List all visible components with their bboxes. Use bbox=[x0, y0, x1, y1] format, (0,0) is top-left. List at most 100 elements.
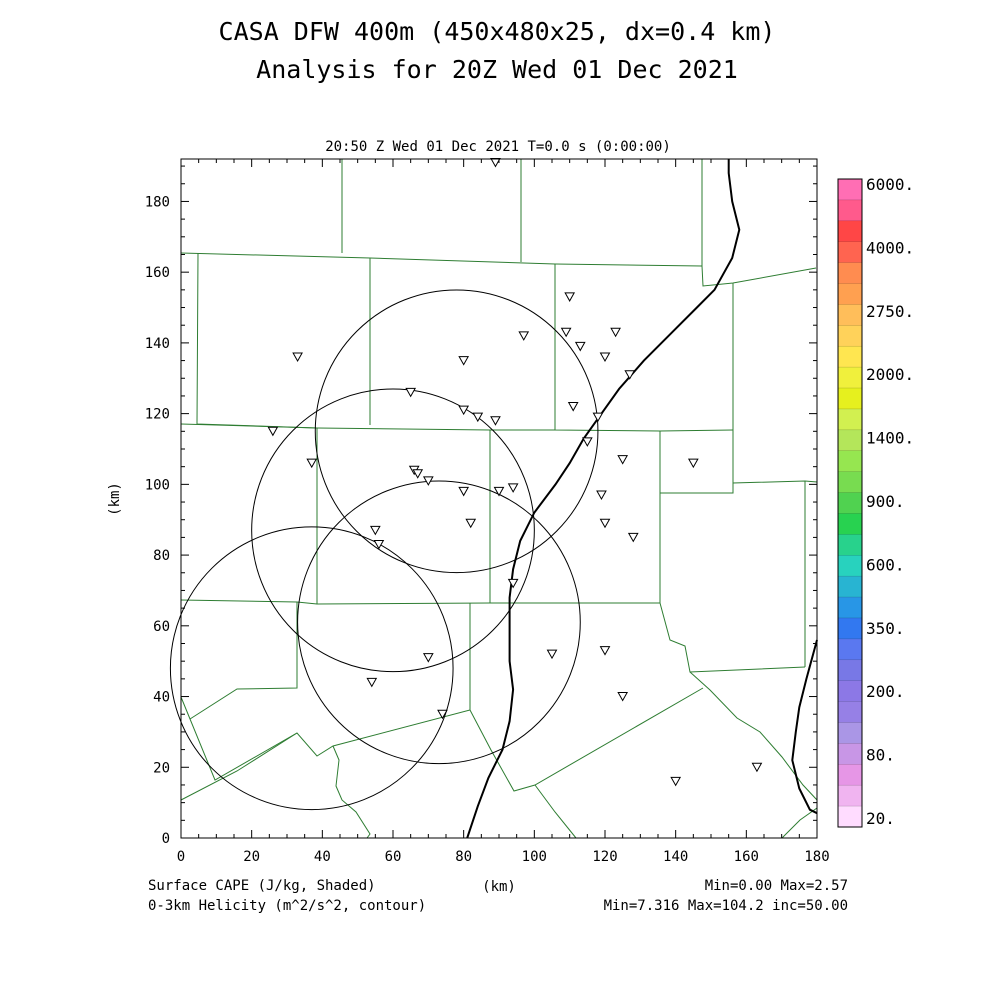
y-tick-label: 60 bbox=[153, 619, 170, 635]
colorbar-labels: 6000. 4000. 2750. 2000. 1400. 900. 600. 350. 200… bbox=[866, 175, 914, 828]
colorbar-swatch bbox=[838, 534, 862, 556]
footer-cape-label: Surface CAPE (J/kg, Shaded) bbox=[148, 878, 376, 894]
y-tick-label: 0 bbox=[162, 831, 170, 847]
station-marker bbox=[592, 412, 604, 423]
station-marker bbox=[306, 458, 318, 469]
station-marker bbox=[599, 646, 611, 656]
y-tick-label: 180 bbox=[145, 194, 170, 210]
colorbar-label: 2000. bbox=[866, 365, 914, 384]
station-marker bbox=[458, 486, 470, 497]
station-marker bbox=[493, 486, 505, 497]
colorbar-swatch bbox=[838, 325, 862, 347]
helicity-contours bbox=[466, 159, 818, 839]
x-tick-label: 100 bbox=[522, 849, 547, 865]
x-tick-label: 0 bbox=[177, 849, 185, 865]
colorbar-swatch bbox=[838, 743, 862, 765]
station-marker bbox=[366, 677, 378, 688]
x-tick-labels: 0 20 40 60 80 100 120 140 160 180 bbox=[177, 849, 830, 865]
footer-helicity-range: Min=7.316 Max=104.2 inc=50.00 bbox=[604, 898, 848, 914]
colorbar-swatch bbox=[838, 617, 862, 640]
cape-colorbar bbox=[837, 178, 863, 828]
station-marker bbox=[581, 437, 593, 447]
axis-ticks bbox=[180, 159, 818, 839]
station-marker bbox=[458, 356, 470, 366]
colorbar-swatch bbox=[838, 638, 862, 661]
x-tick-label: 180 bbox=[804, 849, 829, 865]
colorbar-swatch bbox=[838, 659, 862, 681]
subtitle: 20:50 Z Wed 01 Dec 2021 T=0.0 s (0:00:00… bbox=[325, 139, 671, 155]
station-marker bbox=[560, 327, 572, 338]
plot-frame bbox=[180, 158, 818, 839]
colorbar-swatch bbox=[838, 304, 862, 326]
station-marker bbox=[567, 402, 579, 412]
colorbar-label: 1400. bbox=[866, 429, 914, 448]
colorbar-swatch bbox=[838, 471, 862, 493]
station-marker bbox=[574, 341, 586, 352]
station-marker bbox=[405, 387, 417, 398]
footer-helicity-label: 0-3km Helicity (m^2/s^2, contour) bbox=[148, 898, 426, 914]
colorbar-swatch bbox=[838, 513, 862, 535]
colorbar-swatch bbox=[838, 597, 862, 619]
station-marker bbox=[458, 405, 470, 416]
helicity-contour-1 bbox=[466, 159, 741, 839]
colorbar-swatch bbox=[838, 555, 862, 577]
colorbar-swatch bbox=[838, 429, 862, 452]
station-marker bbox=[670, 776, 682, 787]
y-tick-label: 100 bbox=[145, 477, 170, 493]
station-marker bbox=[292, 352, 303, 363]
station-marker bbox=[751, 762, 763, 773]
station-marker bbox=[546, 649, 558, 660]
colorbar-label: 4000. bbox=[866, 238, 914, 257]
station-marker bbox=[412, 469, 424, 479]
x-tick-label: 20 bbox=[243, 849, 260, 865]
colorbar-label: 2750. bbox=[866, 302, 914, 321]
colorbar-swatch bbox=[838, 722, 862, 744]
station-marker bbox=[507, 483, 519, 493]
colorbar-label: 6000. bbox=[866, 175, 914, 194]
colorbar-swatch bbox=[838, 576, 862, 598]
colorbar-swatch bbox=[838, 346, 862, 368]
colorbar-swatch bbox=[838, 283, 862, 305]
station-marker bbox=[564, 292, 576, 302]
footer-cape-range: Min=0.00 Max=2.57 bbox=[705, 878, 848, 894]
station-marker bbox=[610, 327, 621, 338]
y-tick-label: 80 bbox=[153, 548, 170, 564]
station-marker bbox=[267, 426, 279, 437]
colorbar-swatch bbox=[838, 764, 862, 786]
y-tick-label: 40 bbox=[153, 690, 170, 706]
y-tick-label: 120 bbox=[145, 407, 170, 423]
x-tick-label: 60 bbox=[385, 849, 402, 865]
colorbar-swatch bbox=[838, 199, 862, 222]
colorbar-label: 600. bbox=[866, 555, 905, 574]
title-line-1: CASA DFW 400m (450x480x25, dx=0.4 km) bbox=[219, 17, 776, 46]
colorbar-swatch bbox=[838, 262, 862, 284]
station-marker bbox=[465, 518, 477, 529]
colorbar-label: 350. bbox=[866, 619, 905, 638]
range-ring-2 bbox=[251, 388, 535, 673]
station-marker bbox=[422, 476, 434, 486]
colorbar-swatch bbox=[838, 492, 862, 514]
title-line-2: Analysis for 20Z Wed 01 Dec 2021 bbox=[256, 55, 738, 84]
colorbar-swatch bbox=[838, 806, 862, 828]
colorbar-swatch bbox=[838, 367, 862, 389]
x-axis-label: (km) bbox=[482, 879, 516, 895]
y-axis-label: (km) bbox=[107, 482, 123, 516]
colorbar-swatch bbox=[838, 408, 862, 431]
station-marker bbox=[373, 539, 385, 550]
station-marker bbox=[624, 370, 636, 380]
range-ring-4 bbox=[297, 480, 581, 765]
x-tick-label: 40 bbox=[314, 849, 331, 865]
station-markers bbox=[267, 158, 763, 787]
y-tick-labels: 0 20 40 60 80 100 120 140 160 180 bbox=[145, 194, 170, 847]
y-tick-label: 160 bbox=[145, 265, 170, 281]
station-marker bbox=[472, 412, 484, 423]
x-tick-label: 120 bbox=[592, 849, 617, 865]
colorbar-label: 900. bbox=[866, 492, 905, 511]
y-tick-label: 20 bbox=[153, 760, 170, 776]
colorbar-swatch bbox=[838, 241, 862, 263]
colorbar-swatch bbox=[838, 701, 862, 723]
station-marker bbox=[437, 709, 448, 720]
station-marker bbox=[422, 653, 434, 663]
range-ring-3 bbox=[169, 526, 454, 811]
